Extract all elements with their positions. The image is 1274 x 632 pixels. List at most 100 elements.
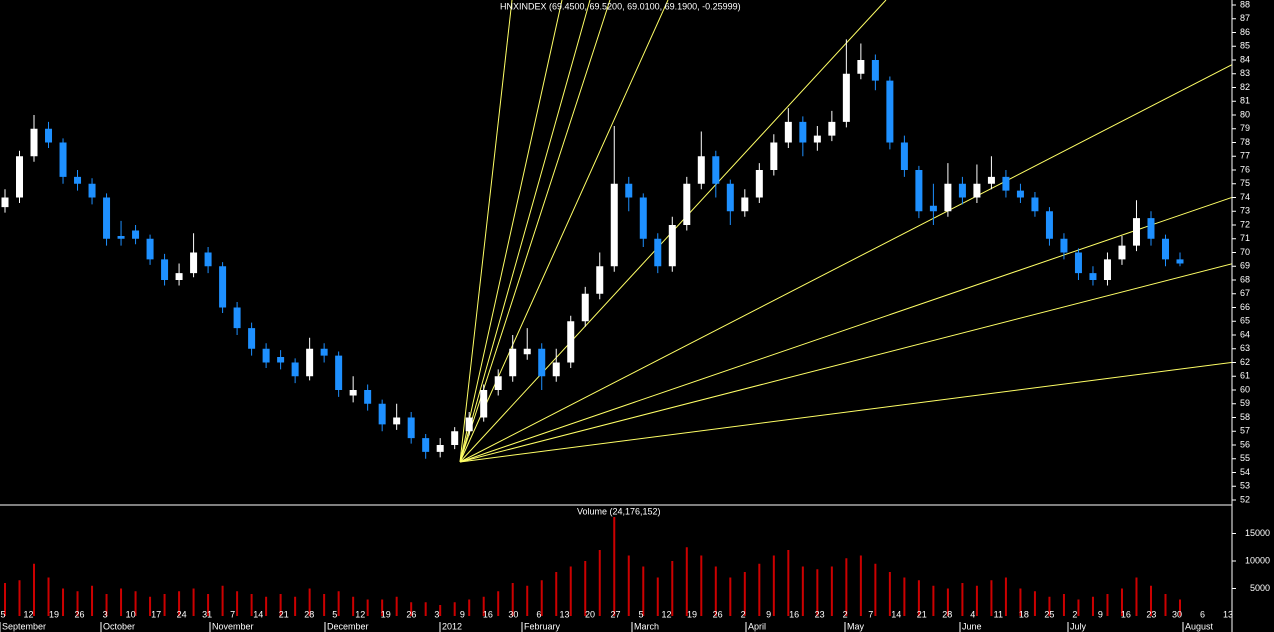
x-tick-label: 2 xyxy=(741,609,746,619)
volume-bar xyxy=(888,572,891,616)
volume-bar xyxy=(787,550,790,616)
x-tick-label: 2 xyxy=(843,609,848,619)
candle-body xyxy=(1118,245,1126,260)
candle-body xyxy=(770,142,778,170)
y-tick-label: 81 xyxy=(1240,96,1250,106)
y-tick-label: 87 xyxy=(1240,13,1250,23)
candle-body xyxy=(306,348,314,377)
candle-body xyxy=(16,156,24,198)
candle-body xyxy=(741,197,749,212)
candle-body xyxy=(1,197,9,208)
month-label: September xyxy=(2,621,46,631)
y-tick-label: 73 xyxy=(1240,206,1250,216)
volume-bar xyxy=(366,599,369,616)
candle-body xyxy=(1016,190,1024,198)
fan-line xyxy=(459,0,563,463)
volume-bar xyxy=(163,594,166,616)
x-tick-label: 5 xyxy=(0,609,5,619)
candle-body xyxy=(30,128,38,157)
volume-bar xyxy=(511,583,514,616)
candle-body xyxy=(712,156,720,184)
month-label: August xyxy=(1185,621,1214,631)
x-tick-label: 21 xyxy=(279,609,289,619)
candle-body xyxy=(958,183,966,198)
y-tick-label: 53 xyxy=(1240,481,1250,491)
candle-body xyxy=(451,431,459,445)
y-tick-label: 61 xyxy=(1240,371,1250,381)
volume-bar xyxy=(729,577,732,616)
candle-body xyxy=(320,348,328,356)
volume-bar xyxy=(337,591,340,616)
volume-bar xyxy=(946,588,949,616)
candle-body xyxy=(828,121,836,136)
volume-bar xyxy=(642,566,645,616)
x-tick-label: 19 xyxy=(687,609,697,619)
candle-body xyxy=(117,236,125,239)
candle-body xyxy=(204,252,212,267)
volume-bar xyxy=(874,563,877,616)
y-tick-label: 71 xyxy=(1240,233,1250,243)
y-tick-label: 57 xyxy=(1240,426,1250,436)
volume-bar xyxy=(134,591,137,616)
y-tick-label: 86 xyxy=(1240,27,1250,37)
candle-body xyxy=(1045,211,1053,239)
month-label: February xyxy=(524,621,561,631)
candle-body xyxy=(915,170,923,212)
candle-body xyxy=(161,259,169,280)
x-tick-label: 6 xyxy=(1200,609,1205,619)
candle-body xyxy=(88,183,96,198)
month-label: June xyxy=(962,621,982,631)
month-label: December xyxy=(327,621,369,631)
x-tick-label: 4 xyxy=(970,609,975,619)
y-tick-label: 84 xyxy=(1240,54,1250,64)
volume-bar xyxy=(1019,588,1022,616)
candle-body xyxy=(248,328,256,349)
x-tick-label: 14 xyxy=(253,609,263,619)
candle-body xyxy=(683,183,691,225)
y-tick-label: 56 xyxy=(1240,439,1250,449)
volume-bar xyxy=(236,591,239,616)
candle-body xyxy=(799,121,807,143)
x-tick-label: 28 xyxy=(942,609,952,619)
fan-line xyxy=(459,252,1274,463)
candle-body xyxy=(1031,197,1039,212)
candle-body xyxy=(1060,238,1068,253)
volume-bar xyxy=(613,517,616,616)
y-tick-label: 75 xyxy=(1240,178,1250,188)
candle-body xyxy=(233,307,241,329)
x-tick-label: 26 xyxy=(406,609,416,619)
volume-bar xyxy=(1149,585,1152,616)
candle-body xyxy=(871,60,879,81)
candle-body xyxy=(697,156,705,184)
volume-bar xyxy=(91,585,94,616)
volume-bar xyxy=(627,555,630,616)
volume-bar xyxy=(743,572,746,616)
volume-bar xyxy=(990,580,993,616)
volume-bar xyxy=(33,563,36,616)
x-tick-label: 19 xyxy=(49,609,59,619)
volume-bar xyxy=(497,591,500,616)
candle-body xyxy=(1103,259,1111,280)
month-label: November xyxy=(212,621,254,631)
y-tick-label: 78 xyxy=(1240,137,1250,147)
candle-body xyxy=(262,348,270,363)
volume-bar xyxy=(424,602,427,616)
y-tick-label: 60 xyxy=(1240,384,1250,394)
candle-body xyxy=(74,176,82,184)
x-tick-label: 10 xyxy=(126,609,136,619)
x-tick-label: 11 xyxy=(994,609,1003,619)
volume-bar xyxy=(250,594,253,616)
candle-body xyxy=(494,376,502,390)
volume-bar xyxy=(816,569,819,616)
candle-body xyxy=(335,355,343,390)
y-tick-label: 64 xyxy=(1240,329,1250,339)
volume-bar xyxy=(555,572,558,616)
volume-bar xyxy=(830,566,833,616)
volume-bar xyxy=(1120,588,1123,616)
candle-body xyxy=(378,403,386,425)
volume-bar xyxy=(468,599,471,616)
candle-body xyxy=(219,266,227,308)
x-tick-label: 23 xyxy=(815,609,825,619)
volume-bar xyxy=(1106,594,1109,616)
